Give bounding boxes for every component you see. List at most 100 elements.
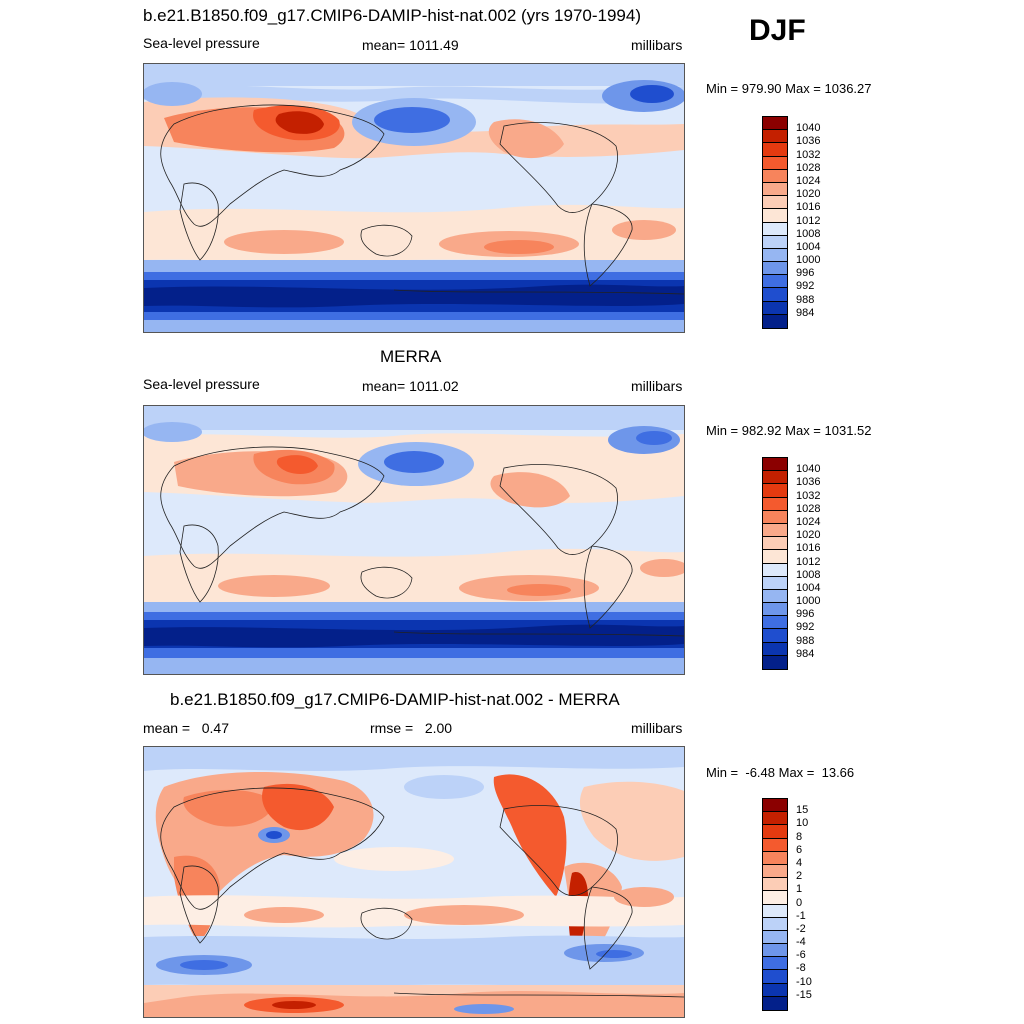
- colorbar-tick-label: -6: [796, 949, 806, 962]
- colorbar-box: [763, 864, 787, 879]
- colorbar-tick-label: 1000: [796, 254, 821, 267]
- colorbar-box: [763, 314, 787, 328]
- panel3-map: [143, 746, 685, 1018]
- panel2-field-label: Sea-level pressure: [143, 376, 260, 392]
- colorbar-box: [763, 288, 787, 302]
- colorbar-tick-label: 6: [796, 843, 803, 856]
- colorbar-box: [763, 642, 787, 656]
- colorbar-box: [763, 301, 787, 315]
- colorbar-box: [763, 209, 787, 223]
- colorbar-box: [763, 944, 787, 958]
- colorbar-box: [763, 878, 787, 892]
- panel2-title: MERRA: [380, 347, 442, 366]
- panel3-colorbar: [762, 798, 788, 1011]
- colorbar-tick-label: 1040: [796, 122, 821, 135]
- colorbar-tick-label: 984: [796, 306, 815, 319]
- colorbar-tick-label: -15: [796, 988, 812, 1001]
- colorbar-tick-label: 1008: [796, 568, 821, 581]
- panel3-rmse: rmse = 2.00: [370, 720, 453, 736]
- colorbar-tick-label: 1000: [796, 595, 821, 608]
- panel1-mean: mean= 1011.49: [362, 37, 459, 53]
- colorbar-box: [763, 235, 787, 249]
- colorbar-box: [763, 917, 787, 931]
- colorbar-box: [763, 143, 787, 157]
- colorbar-tick-label: 1024: [796, 515, 821, 528]
- colorbar-box: [763, 458, 787, 472]
- colorbar-box: [763, 484, 787, 498]
- colorbar-tick-label: 996: [796, 267, 815, 280]
- colorbar-tick-label: 992: [796, 280, 815, 293]
- colorbar-box: [763, 825, 787, 839]
- colorbar-tick-label: 1032: [796, 148, 821, 161]
- colorbar-box: [763, 130, 787, 144]
- panel1-map: [143, 63, 685, 333]
- colorbar-tick-label: -2: [796, 922, 806, 935]
- colorbar-box: [763, 117, 787, 131]
- colorbar-box: [763, 275, 787, 289]
- colorbar-tick-label: 10: [796, 817, 809, 830]
- colorbar-box: [763, 576, 787, 590]
- colorbar-box: [763, 589, 787, 604]
- colorbar-box: [763, 812, 787, 826]
- panel1-minmax: Min = 979.90 Max = 1036.27: [706, 81, 872, 96]
- colorbar-box: [763, 182, 787, 197]
- colorbar-box: [763, 262, 787, 276]
- colorbar-tick-label: 0: [796, 896, 803, 909]
- colorbar-box: [763, 891, 787, 905]
- colorbar-tick-label: 1028: [796, 161, 821, 174]
- panel3-minmax: Min = -6.48 Max = 13.66: [706, 765, 855, 780]
- colorbar-tick-label: 1004: [796, 581, 821, 594]
- colorbar-tick-label: 1016: [796, 542, 821, 555]
- colorbar-box: [763, 222, 787, 236]
- colorbar-box: [763, 799, 787, 813]
- colorbar-box: [763, 510, 787, 524]
- colorbar-tick-label: 988: [796, 293, 815, 306]
- colorbar-tick-label: 1004: [796, 240, 821, 253]
- colorbar-tick-label: -10: [796, 975, 812, 988]
- colorbar-box: [763, 196, 787, 210]
- panel3-units: millibars: [631, 720, 683, 736]
- colorbar-box: [763, 629, 787, 643]
- colorbar-box: [763, 497, 787, 511]
- colorbar-tick-label: 1: [796, 883, 803, 896]
- colorbar-tick-label: 4: [796, 856, 803, 869]
- colorbar-box: [763, 156, 787, 170]
- colorbar-tick-label: 15: [796, 804, 809, 817]
- panel2-mean: mean= 1011.02: [362, 378, 459, 394]
- colorbar-box: [763, 655, 787, 669]
- colorbar-tick-label: 992: [796, 621, 815, 634]
- colorbar-tick-label: 1028: [796, 502, 821, 515]
- colorbar-tick-label: 984: [796, 647, 815, 660]
- panel3-mean: mean = 0.47: [143, 720, 230, 736]
- colorbar-box: [763, 838, 787, 852]
- panel1-colorbar: [762, 116, 788, 329]
- colorbar-box: [763, 616, 787, 630]
- colorbar-tick-label: 1012: [796, 555, 821, 568]
- colorbar-box: [763, 169, 787, 183]
- panel2-units: millibars: [631, 378, 683, 394]
- colorbar-box: [763, 930, 787, 945]
- colorbar-box: [763, 603, 787, 617]
- colorbar-tick-label: 1040: [796, 463, 821, 476]
- colorbar-box: [763, 471, 787, 485]
- panel1-title: b.e21.B1850.f09_g17.CMIP6-DAMIP-hist-nat…: [143, 6, 641, 25]
- panel2-colorbar: [762, 457, 788, 670]
- panel2-minmax: Min = 982.92 Max = 1031.52: [706, 423, 872, 438]
- colorbar-tick-label: 1024: [796, 174, 821, 187]
- colorbar-tick-label: 2: [796, 870, 803, 883]
- panel1-units: millibars: [631, 37, 683, 53]
- colorbar-tick-label: -8: [796, 962, 806, 975]
- colorbar-box: [763, 537, 787, 551]
- colorbar-box: [763, 248, 787, 263]
- colorbar-tick-label: 1036: [796, 476, 821, 489]
- colorbar-box: [763, 851, 787, 865]
- colorbar-box: [763, 970, 787, 984]
- colorbar-tick-label: 1036: [796, 135, 821, 148]
- colorbar-tick-label: -4: [796, 936, 806, 949]
- panel1-field-label: Sea-level pressure: [143, 35, 260, 51]
- colorbar-tick-label: 1016: [796, 201, 821, 214]
- colorbar-box: [763, 996, 787, 1010]
- colorbar-tick-label: 8: [796, 830, 803, 843]
- colorbar-box: [763, 550, 787, 564]
- season-label: DJF: [749, 14, 806, 47]
